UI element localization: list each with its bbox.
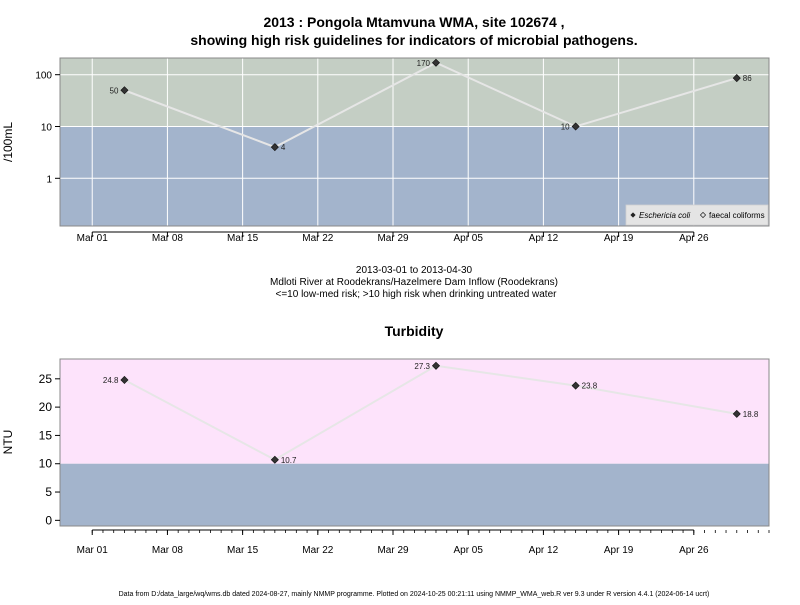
- data-label: 10: [561, 122, 570, 131]
- x-tick-label: Apr 12: [529, 233, 559, 244]
- y-tick-label: 10: [41, 122, 53, 133]
- data-point: [732, 409, 741, 418]
- x-tick-label: Mar 15: [227, 545, 259, 556]
- chart-title-line-2: showing high risk guidelines for indicat…: [190, 32, 637, 48]
- x-tick-label: Mar 29: [377, 233, 409, 244]
- data-point: [120, 86, 129, 95]
- data-point: [571, 381, 580, 390]
- microbial-plot-frame: [59, 57, 770, 227]
- x-tick-label: Mar 22: [302, 233, 334, 244]
- data-label: 24.8: [103, 376, 119, 385]
- turbidity-title: Turbidity: [385, 323, 444, 339]
- x-tick-label: Apr 05: [453, 233, 483, 244]
- x-tick-label: Apr 26: [679, 233, 709, 244]
- subtitle-risk-note: <=10 low-med risk; >10 high risk when dr…: [276, 289, 558, 300]
- x-tick-label: Mar 22: [302, 545, 334, 556]
- x-tick-label: Apr 26: [679, 545, 709, 556]
- x-tick-label: Apr 12: [529, 545, 559, 556]
- turbidity-low-risk-band: [60, 463, 769, 526]
- y-tick-label: 20: [39, 400, 53, 414]
- turbidity-panel: 0 5 10 15 20 25 NTU Mar 01 Mar 08 Mar 15 Mar 22 Mar…: [1, 358, 770, 556]
- data-point: [431, 58, 441, 67]
- x-tick-label: Mar 08: [152, 233, 184, 244]
- legend-box: [625, 204, 769, 226]
- x-tick-label: Apr 19: [604, 545, 634, 556]
- data-point: [270, 455, 279, 464]
- x-tick-label: Mar 08: [152, 545, 184, 556]
- microbial-panel: 1 10 100/100mL Mar 01 Mar 08 Mar 15 Mar 22 Mar …: [1, 57, 770, 244]
- x-tick-label: Mar 01: [77, 233, 109, 244]
- chart-title-line-1: 2013 : Pongola Mtamvuna WMA, site 102674…: [263, 14, 564, 30]
- y-tick-label: 25: [39, 372, 53, 386]
- turbidity-plot-frame: [59, 358, 770, 527]
- data-label: 86: [743, 74, 752, 83]
- data-label: 23.8: [582, 382, 598, 391]
- legend-label: faecal coliforms: [709, 211, 765, 220]
- data-point: [120, 375, 129, 384]
- y-tick-label: 10: [39, 457, 53, 471]
- data-point: [270, 143, 279, 152]
- microbial-y-axis-title: /100mL: [1, 122, 15, 162]
- data-point: [732, 74, 741, 83]
- legend: Eschericia coli faecal coliforms: [625, 204, 769, 226]
- turbidity-high-risk-band: [60, 359, 769, 464]
- subtitle-date-range: 2013-03-01 to 2013-04-30: [356, 265, 473, 276]
- data-label: 10.7: [281, 456, 297, 465]
- y-tick-label: 0: [45, 513, 52, 527]
- data-label: 170: [417, 59, 431, 68]
- data-label: 50: [110, 86, 119, 95]
- y-tick-label: 15: [39, 428, 53, 442]
- legend-symbol-filled-diamond: [630, 212, 636, 218]
- footer-note: Data from D:/data_large/wq/wms.db dated …: [119, 591, 710, 598]
- data-label: 18.8: [743, 410, 759, 419]
- x-tick-label: Mar 15: [227, 233, 259, 244]
- data-label: 4: [281, 143, 286, 152]
- turbidity-y-axis-title: NTU: [1, 430, 15, 455]
- x-tick-label: Apr 05: [453, 545, 483, 556]
- data-point: [431, 361, 441, 370]
- x-tick-label: Apr 19: [604, 233, 634, 244]
- y-tick-label: 1: [46, 174, 52, 185]
- y-tick-label: 5: [45, 485, 52, 499]
- data-point: [571, 122, 580, 131]
- subtitle-site-name: Mdloti River at Roodekrans/Hazelmere Dam…: [270, 277, 558, 288]
- legend-label: Eschericia coli: [639, 211, 690, 220]
- x-tick-label: Mar 29: [377, 545, 409, 556]
- x-tick-label: Mar 01: [77, 545, 109, 556]
- legend-symbol-open-diamond: [699, 211, 707, 219]
- microbial-high-risk-band: [60, 58, 769, 127]
- data-label: 27.3: [414, 362, 430, 371]
- y-tick-label: 100: [35, 71, 52, 82]
